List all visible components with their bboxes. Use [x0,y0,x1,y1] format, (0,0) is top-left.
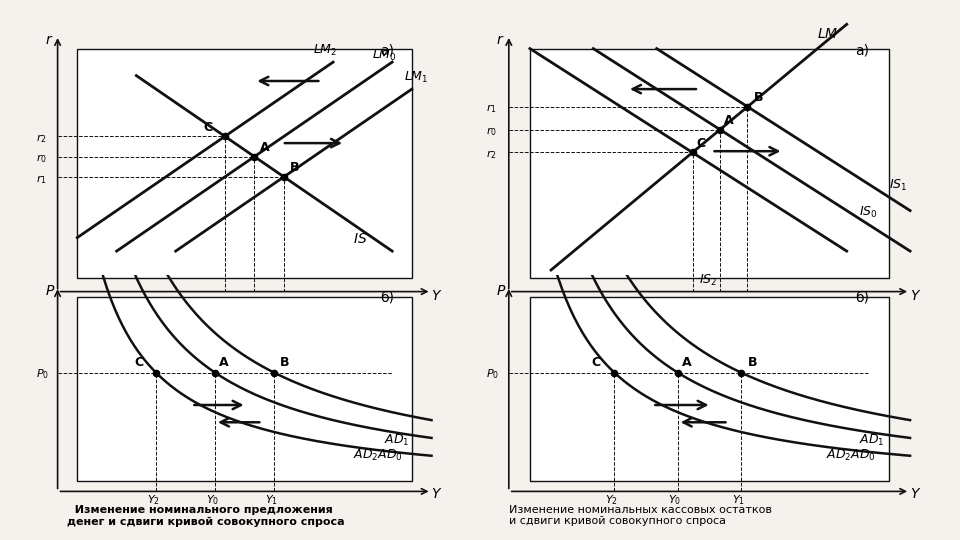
Text: Изменение номинальных кассовых остатков
и сдвиги кривой совокупного спроса: Изменение номинальных кассовых остатков … [509,505,772,526]
Text: $AD_1$: $AD_1$ [384,433,410,448]
Text: $r_2$: $r_2$ [486,148,496,161]
Text: $P_0$: $P_0$ [486,367,498,381]
Text: r: r [46,33,52,48]
Text: $Y_0$: $Y_0$ [668,493,682,507]
Text: r: r [496,33,502,48]
Text: $Y_0$: $Y_0$ [206,493,220,507]
Text: $r_1$: $r_1$ [486,103,496,116]
Bar [530,49,889,278]
Text: $Y_1$: $Y_1$ [276,296,288,310]
Text: $Y_1$: $Y_1$ [265,493,278,507]
Text: Y: Y [910,289,919,303]
Text: P: P [46,284,54,298]
Text: $r_2$: $r_2$ [36,132,47,145]
Text: $r_0$: $r_0$ [36,152,47,165]
Text: $AD_2$$AD_0$: $AD_2$$AD_0$ [353,448,403,463]
Text: $IS_2$: $IS_2$ [699,273,717,288]
Text: C: C [134,356,143,369]
Text: Y: Y [431,289,440,303]
Text: Y: Y [431,487,440,501]
Text: A: A [219,356,228,369]
Text: а): а) [855,43,869,57]
Text: B: B [754,91,763,104]
Text: $AD_1$: $AD_1$ [859,433,885,448]
Text: $Y_0$: $Y_0$ [246,296,259,310]
Text: C: C [591,356,600,369]
Text: $r_0$: $r_0$ [486,125,496,138]
Text: $AD_2$$AD_0$: $AD_2$$AD_0$ [826,448,876,463]
Text: б): б) [380,291,395,305]
Text: $IS_0$: $IS_0$ [859,205,878,220]
Text: B: B [290,161,300,174]
Text: $Y_1$: $Y_1$ [738,296,751,310]
Text: A: A [260,141,270,154]
Text: а): а) [380,43,395,57]
Text: $Y_1$: $Y_1$ [732,493,745,507]
Text: Y: Y [910,487,919,501]
Bar [77,49,412,278]
Bar [530,297,889,481]
Text: $LM_0$: $LM_0$ [372,49,397,64]
Text: P: P [496,284,505,298]
Bar [77,297,412,481]
Text: A: A [724,114,733,127]
Text: $P_0$: $P_0$ [36,367,49,381]
Text: $LM_1$: $LM_1$ [404,70,428,85]
Text: $LM$: $LM$ [817,27,838,41]
Text: A: A [682,356,691,369]
Text: $Y_2$: $Y_2$ [684,296,696,310]
Text: $Y_2$: $Y_2$ [216,296,229,310]
Text: Изменение номинального предложения
денег и сдвиги кривой совокупного спроса: Изменение номинального предложения денег… [67,505,345,526]
Text: $r_1$: $r_1$ [36,173,47,186]
Text: B: B [748,356,756,369]
Text: $Y_2$: $Y_2$ [605,493,618,507]
Text: B: B [280,356,290,369]
Text: $Y_0$: $Y_0$ [710,296,724,310]
Text: $IS_1$: $IS_1$ [889,178,907,193]
Text: $IS$: $IS$ [353,232,368,246]
Text: C: C [204,121,212,134]
Text: C: C [697,137,706,150]
Text: $LM_2$: $LM_2$ [314,43,338,58]
Text: $Y_2$: $Y_2$ [147,493,160,507]
Text: б): б) [855,291,869,305]
